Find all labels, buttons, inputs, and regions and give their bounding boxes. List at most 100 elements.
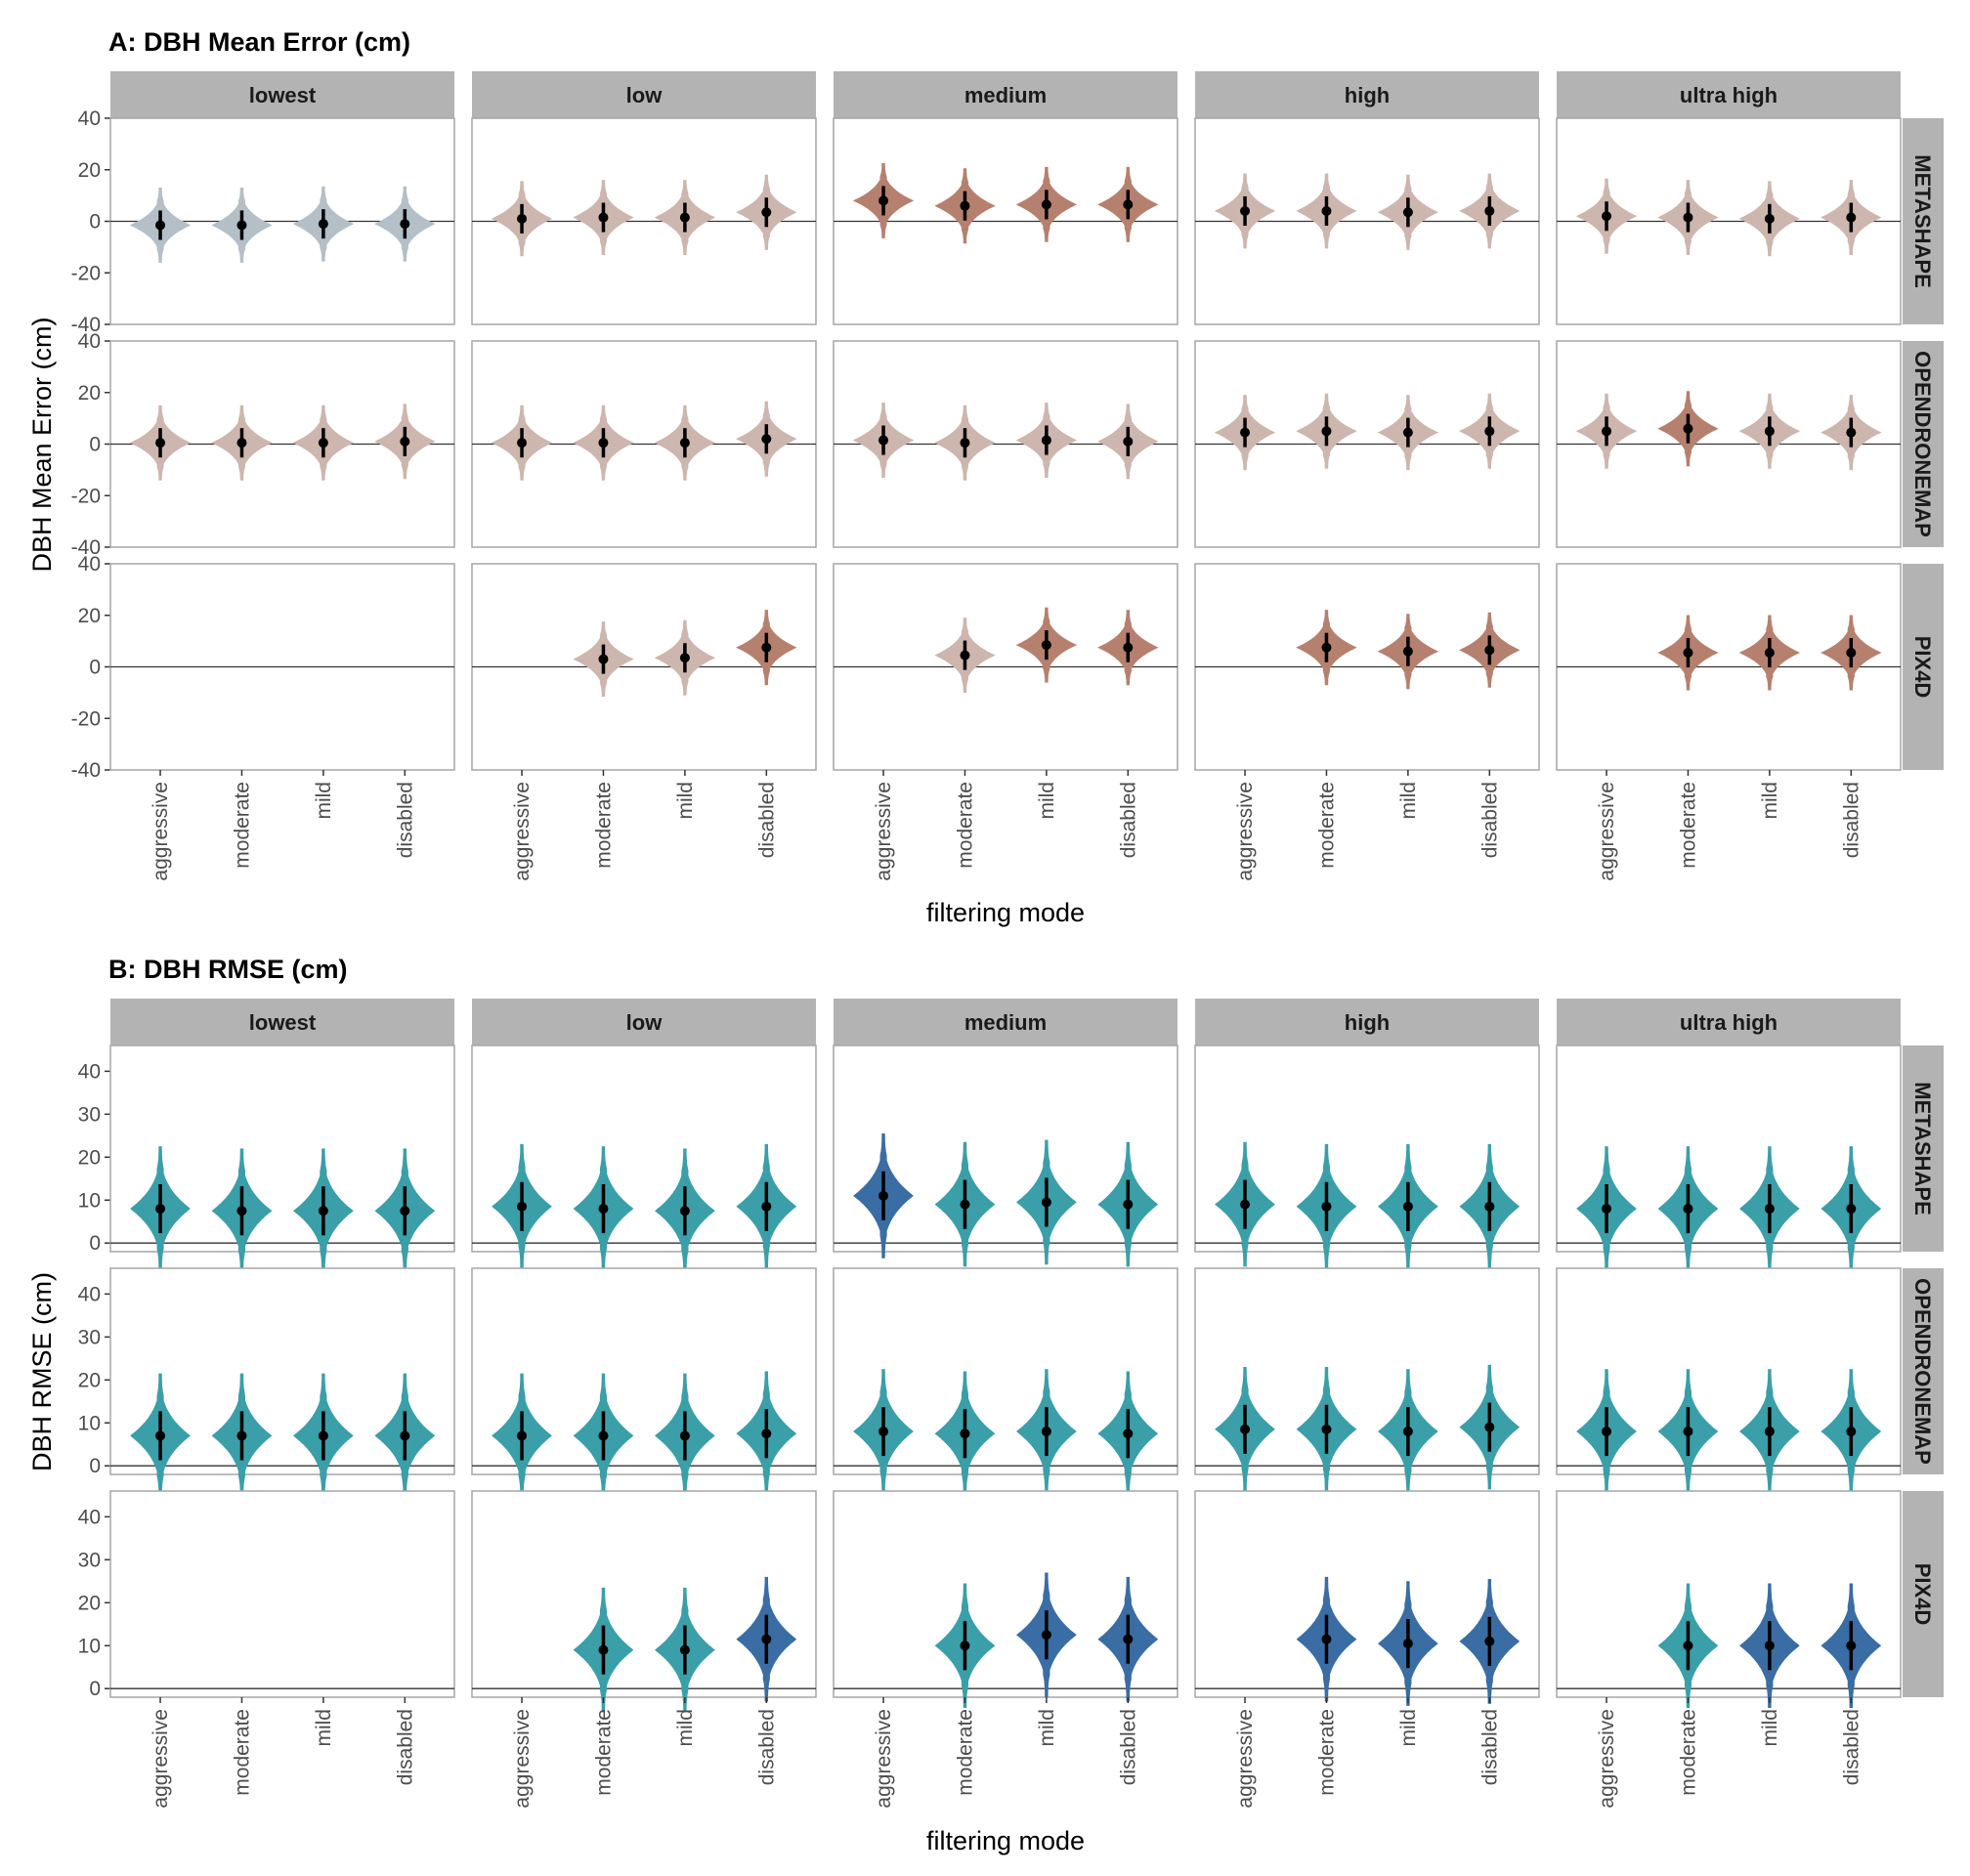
facet-strip-metashape <box>1903 1045 1944 1252</box>
x-tick-label-mild: mild <box>1397 1709 1420 1747</box>
mean-point-moderate <box>1321 205 1332 216</box>
chart-b: B: DBH RMSE (cm) lowest low medium high ultra… <box>27 955 1944 1855</box>
facet-label-opendronemap: OPENDRONEMAP <box>1910 1278 1935 1465</box>
mean-point-disabled <box>1123 1199 1134 1210</box>
mean-point-moderate <box>1321 642 1332 653</box>
y-tick-label: 0 <box>89 1678 101 1700</box>
facet-label-high: high <box>1345 83 1390 107</box>
facet-strip-high <box>1195 999 1539 1045</box>
facet-label-high: high <box>1345 1010 1390 1035</box>
y-tick-label: -40 <box>71 536 101 559</box>
facet-label-medium: medium <box>964 83 1047 107</box>
mean-point-disabled <box>400 1430 410 1441</box>
facet-strip-low <box>472 999 816 1045</box>
facet-label-opendronemap: OPENDRONEMAP <box>1910 351 1935 537</box>
panel-metashape-high <box>1194 1045 1540 1269</box>
mean-point-disabled <box>1123 436 1134 447</box>
mean-point-mild <box>1041 435 1051 446</box>
x-tick-label-disabled: disabled <box>1840 1709 1863 1785</box>
y-tick-label: -40 <box>71 759 101 782</box>
mean-point-disabled <box>1123 642 1134 653</box>
mean-point-moderate <box>960 650 970 661</box>
mean-point-moderate <box>598 1644 609 1655</box>
x-tick-label-mild: mild <box>1036 1709 1058 1747</box>
x-tick-label-disabled: disabled <box>1478 1709 1501 1785</box>
mean-point-disabled <box>1846 1427 1857 1437</box>
y-tick-label: 10 <box>78 1635 101 1657</box>
panel-metashape-low <box>471 1045 817 1273</box>
x-tick-label-aggressive: aggressive <box>511 1709 534 1809</box>
facet-label-ultra-high: ultra high <box>1680 83 1777 107</box>
facet-strip-pix4d <box>1903 1491 1944 1697</box>
mean-point-mild <box>679 212 690 223</box>
mean-point-disabled <box>1484 1201 1495 1212</box>
mean-point-moderate <box>960 1428 970 1439</box>
panel-opendronemap-medium <box>833 1267 1178 1496</box>
mean-point-moderate <box>960 1199 970 1210</box>
y-tick-label: 20 <box>78 159 101 182</box>
x-tick-label-aggressive: aggressive <box>511 782 534 881</box>
x-tick-label-aggressive: aggressive <box>150 782 172 881</box>
panel-metashape-lowest <box>109 117 455 325</box>
mean-point-aggressive <box>517 1201 528 1212</box>
mean-point-moderate <box>960 438 970 448</box>
x-tick-label-mild: mild <box>313 1709 335 1747</box>
mean-point-mild <box>318 1206 328 1216</box>
mean-point-moderate <box>1683 212 1693 223</box>
mean-point-mild <box>1764 213 1775 224</box>
facet-strip-high <box>1195 71 1539 118</box>
panel-metashape-lowest <box>109 1045 455 1273</box>
facet-label-low: low <box>626 1010 664 1035</box>
mean-point-aggressive <box>155 220 166 231</box>
mean-point-aggressive <box>517 1430 528 1441</box>
mean-point-mild <box>679 1644 690 1655</box>
y-tick-label: -20 <box>71 262 101 284</box>
panel-pix4d-ultra-high <box>1556 563 1902 771</box>
mean-point-mild <box>1402 1427 1413 1437</box>
mean-point-aggressive <box>517 438 528 448</box>
x-tick-label-moderate: moderate <box>231 1709 253 1796</box>
mean-point-disabled <box>1484 645 1495 656</box>
panel-pix4d-medium <box>833 563 1178 771</box>
y-tick-label: 40 <box>78 553 101 576</box>
mean-point-disabled <box>1484 1422 1495 1432</box>
mean-point-aggressive <box>1602 426 1612 437</box>
facet-label-lowest: lowest <box>249 83 317 107</box>
x-tick-label-moderate: moderate <box>592 782 615 869</box>
y-tick-label: 40 <box>78 107 101 130</box>
facet-label-pix4d: PIX4D <box>1910 1563 1935 1626</box>
x-tick-label-mild: mild <box>313 782 335 820</box>
x-tick-label-disabled: disabled <box>755 1709 778 1785</box>
mean-point-mild <box>1041 1630 1051 1641</box>
mean-point-moderate <box>236 220 247 231</box>
x-tick-label-mild: mild <box>1036 782 1058 820</box>
mean-point-moderate <box>236 1430 247 1441</box>
mean-point-disabled <box>400 436 410 447</box>
mean-point-mild <box>1764 426 1775 437</box>
panel-metashape-ultra-high <box>1556 117 1902 325</box>
mean-point-mild <box>679 1206 690 1216</box>
facet-label-low: low <box>626 83 664 107</box>
mean-point-aggressive <box>155 438 166 448</box>
panel-opendronemap-lowest <box>109 1267 455 1499</box>
panel-metashape-medium <box>833 117 1178 325</box>
x-tick-label-moderate: moderate <box>592 1709 615 1796</box>
panel-opendronemap-ultra-high <box>1556 1267 1902 1494</box>
mean-point-mild <box>1041 199 1051 210</box>
panel-pix4d-ultra-high <box>1556 1490 1902 1708</box>
x-tick-label-mild: mild <box>1759 782 1781 820</box>
mean-point-mild <box>1764 1641 1775 1651</box>
mean-point-moderate <box>598 1430 609 1441</box>
mean-point-moderate <box>1321 1634 1332 1644</box>
x-tick-label-aggressive: aggressive <box>873 782 895 881</box>
mean-point-disabled <box>761 1634 772 1644</box>
y-tick-label: 0 <box>89 1232 101 1255</box>
x-tick-label-aggressive: aggressive <box>1234 782 1257 881</box>
x-tick-label-moderate: moderate <box>1315 1709 1338 1796</box>
mean-point-moderate <box>1683 1641 1693 1651</box>
facet-label-ultra-high: ultra high <box>1680 1010 1777 1035</box>
panel-pix4d-high <box>1194 1490 1540 1706</box>
y-tick-label: -40 <box>71 314 101 336</box>
x-tick-label-aggressive: aggressive <box>1596 782 1618 881</box>
mean-point-moderate <box>1321 1424 1332 1434</box>
